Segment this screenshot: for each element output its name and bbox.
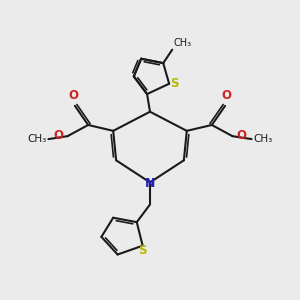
Text: CH₃: CH₃ [28,134,47,144]
Text: O: O [54,129,64,142]
Text: O: O [222,89,232,102]
Text: CH₃: CH₃ [174,38,192,48]
Text: N: N [145,177,155,190]
Text: O: O [68,89,78,102]
Text: CH₃: CH₃ [253,134,272,144]
Text: S: S [170,77,179,90]
Text: O: O [236,129,246,142]
Text: S: S [138,244,147,257]
